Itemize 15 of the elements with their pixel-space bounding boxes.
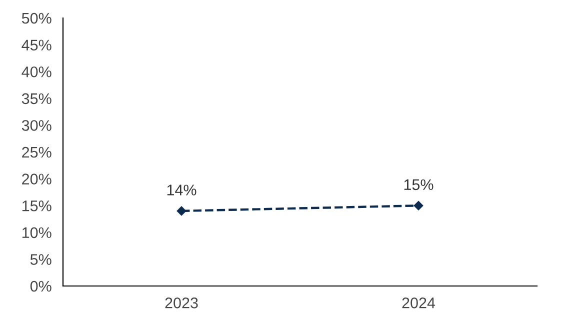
y-tick-label: 35% [22, 93, 52, 104]
data-label: 14% [167, 184, 196, 196]
y-tick-label: 5% [30, 254, 52, 265]
y-tick-label: 30% [22, 120, 52, 131]
y-tick-label: 10% [22, 227, 52, 238]
y-tick-label: 45% [22, 40, 52, 50]
data-label: 15% [404, 179, 434, 190]
x-tick-label: 2024 [402, 298, 436, 308]
y-tick-label: 0% [30, 280, 52, 292]
y-tick-label: 50% [22, 12, 52, 24]
y-tick-label: 15% [22, 200, 52, 212]
y-tick-label: 20% [22, 174, 52, 184]
y-tick-label: 25% [22, 146, 52, 158]
x-tick-label: 2023 [165, 298, 198, 308]
y-tick-label: 40% [22, 66, 52, 78]
